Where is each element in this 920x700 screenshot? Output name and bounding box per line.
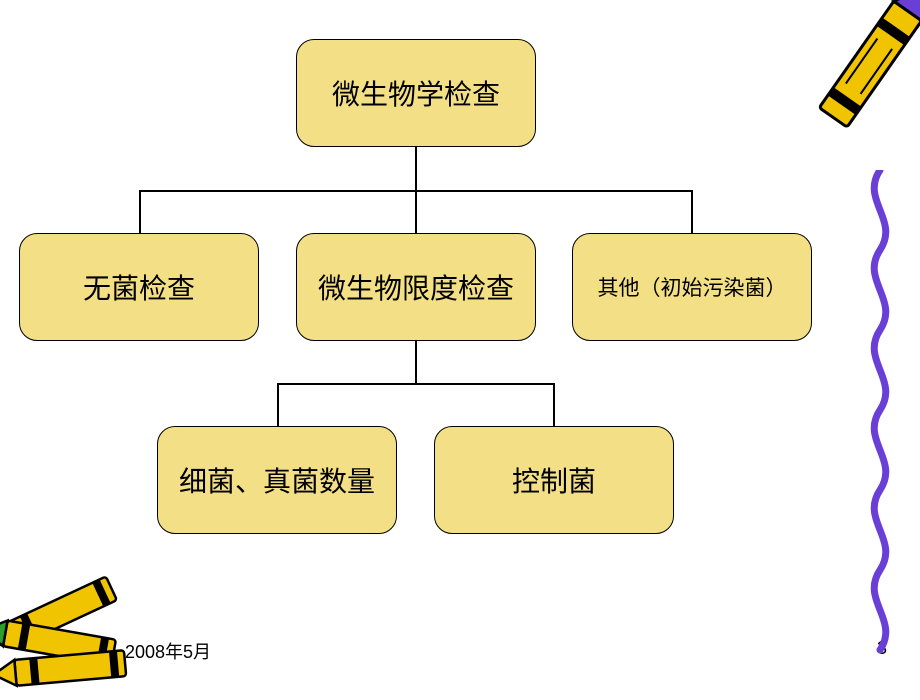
connector-to-right xyxy=(691,190,693,233)
node-root-label: 微生物学检查 xyxy=(332,73,500,113)
node-mid: 微生物限度检查 xyxy=(296,233,536,341)
connector-to-mid xyxy=(415,190,417,233)
node-sub1-label: 细菌、真菌数量 xyxy=(179,460,375,500)
connector-to-left xyxy=(139,190,141,233)
node-sub2: 控制菌 xyxy=(434,426,674,534)
node-right-label: 其他（初始污染菌） xyxy=(598,272,787,302)
connector-h2 xyxy=(277,383,555,385)
node-left-label: 无菌检查 xyxy=(83,267,195,307)
connector-to-sub1 xyxy=(277,383,279,426)
crayons-bottom-left-icon xyxy=(0,500,180,700)
node-root: 微生物学检查 xyxy=(296,39,536,147)
connector-mid-down xyxy=(415,341,417,383)
node-sub1: 细菌、真菌数量 xyxy=(157,426,397,534)
connector-to-sub2 xyxy=(553,383,555,426)
squiggle-right-icon xyxy=(840,170,920,670)
node-right: 其他（初始污染菌） xyxy=(572,233,812,341)
crayon-top-right-icon xyxy=(800,0,920,170)
node-mid-label: 微生物限度检查 xyxy=(318,267,514,307)
node-left: 无菌检查 xyxy=(19,233,259,341)
connector-root-down xyxy=(415,147,417,190)
node-sub2-label: 控制菌 xyxy=(512,460,596,500)
